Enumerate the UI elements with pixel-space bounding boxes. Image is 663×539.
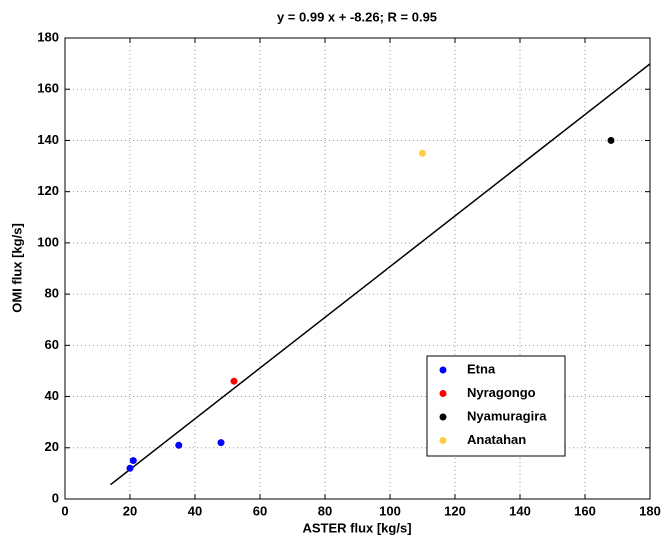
chart-title: y = 0.99 x + -8.26; R = 0.95 xyxy=(277,9,437,24)
x-tick-label: 160 xyxy=(574,503,596,518)
legend-label: Nyamuragira xyxy=(467,408,547,423)
legend-marker xyxy=(439,390,447,397)
y-tick-label: 160 xyxy=(37,81,59,96)
x-tick-label: 120 xyxy=(444,503,466,518)
x-tick-label: 60 xyxy=(253,503,267,518)
axes-box xyxy=(64,37,651,500)
y-tick-label: 180 xyxy=(37,29,59,44)
y-tick-label: 0 xyxy=(52,490,59,505)
y-tick-label: 60 xyxy=(45,337,59,352)
scatter-point xyxy=(419,149,426,157)
y-tick-label: 100 xyxy=(37,234,59,249)
scatter-point xyxy=(217,439,225,447)
legend-label: Anatahan xyxy=(467,432,526,447)
y-tick-label: 40 xyxy=(45,388,59,403)
y-tick-label: 120 xyxy=(37,183,59,198)
scatter-point xyxy=(175,441,183,449)
y-tick-label: 20 xyxy=(45,439,59,454)
x-tick-label: 0 xyxy=(61,503,68,518)
scatter-point xyxy=(129,457,137,465)
legend-box xyxy=(426,355,566,457)
legend-marker xyxy=(439,413,447,421)
legend-label: Etna xyxy=(467,361,496,376)
x-tick-label: 140 xyxy=(509,503,531,518)
x-tick-label: 100 xyxy=(379,503,401,518)
scatter-point xyxy=(607,136,615,144)
x-axis-label: ASTER flux [kg/s] xyxy=(302,520,411,535)
legend-marker xyxy=(439,437,447,444)
x-tick-label: 80 xyxy=(318,503,332,518)
x-tick-label: 180 xyxy=(639,503,661,518)
x-tick-label: 40 xyxy=(188,503,202,518)
y-axis-label: OMI flux [kg/s] xyxy=(9,223,24,313)
scatter-point xyxy=(126,464,134,472)
y-tick-label: 80 xyxy=(45,286,59,301)
fit-line xyxy=(110,63,651,486)
legend-label: Nyragongo xyxy=(467,385,536,400)
y-tick-label: 140 xyxy=(37,132,59,147)
x-tick-label: 20 xyxy=(123,503,137,518)
scatter-point xyxy=(230,377,238,385)
legend-marker xyxy=(439,366,447,374)
